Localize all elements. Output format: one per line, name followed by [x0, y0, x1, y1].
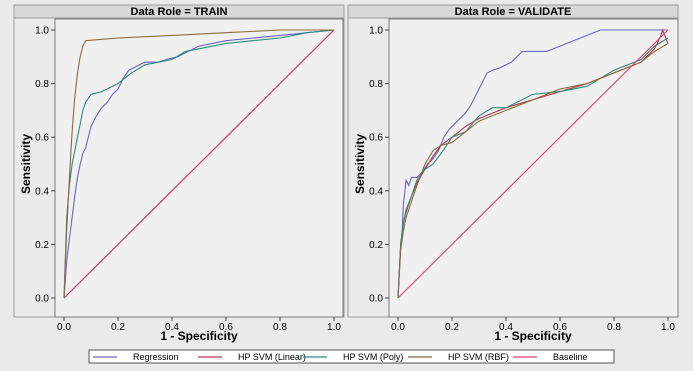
series-line-regression-validate — [397, 29, 668, 299]
y-tick-label-validate: 1.0 — [369, 26, 383, 37]
x-tick-label-train: 0.4 — [165, 322, 179, 333]
legend-box — [88, 349, 615, 364]
series-line-baseline-validate — [397, 29, 669, 299]
y-tick-label-train: 0.8 — [35, 79, 49, 90]
x-tick-label-validate: 0.0 — [391, 322, 405, 333]
panel-validate: Data Role = VALIDATE 0.0 0.2 0.4 0.6 0.8 1.00… — [347, 4, 679, 343]
series-line-hp-svm-rbf-train — [63, 29, 334, 299]
series-line-baseline-train — [63, 29, 335, 299]
y-tick-label-train: 0.0 — [35, 294, 49, 305]
y-tick-label-train: 1.0 — [35, 26, 49, 37]
x-tick-label-validate: 0.6 — [553, 322, 567, 333]
legend-label-regression: Regression — [133, 352, 179, 362]
plot-area-validate: 0.0 0.2 0.4 0.6 0.8 1.0 0.0 0.2 0.4 0.6 0.8 1.0 — [369, 18, 679, 333]
y-axis-title-train: Sensitivity — [19, 134, 33, 194]
x-tick-label-train: 0.0 — [57, 322, 71, 333]
x-tick-label-train: 0.2 — [111, 322, 125, 333]
y-tick-label-validate: 0.2 — [369, 240, 383, 251]
legend-label-hp-svm-linear: HP SVM (Linear) — [238, 352, 306, 362]
x-tick-label-train: 1.0 — [327, 322, 341, 333]
x-tick-label-validate: 1.0 — [661, 322, 675, 333]
x-axis-title-train: 1 - Specificity — [160, 329, 238, 343]
plot-bg-validate — [388, 18, 679, 318]
panel-validate-header — [347, 4, 679, 19]
legend: Regression HP SVM (Linear) HP SVM (Poly) HP… — [88, 349, 615, 364]
legend-label-hp-svm-poly: HP SVM (Poly) — [343, 352, 403, 362]
x-tick-label-train: 0.8 — [273, 322, 287, 333]
panel-train-title: Data Role = TRAIN — [131, 6, 228, 18]
y-axis-title-validate: Sensitivity — [353, 134, 367, 194]
y-tick-label-validate: 0.0 — [369, 294, 383, 305]
y-tick-label-train: 0.4 — [35, 186, 49, 197]
series-line-hp-svm-poly-train — [63, 29, 335, 299]
legend-label-baseline: Baseline — [553, 352, 588, 362]
series-line-hp-svm-rbf-validate — [397, 42, 669, 299]
x-tick-label-train: 0.6 — [219, 322, 233, 333]
legend-label-hp-svm-rbf: HP SVM (RBF) — [448, 352, 509, 362]
x-axis-title-validate: 1 - Specificity — [494, 329, 572, 343]
y-tick-label-validate: 0.6 — [369, 133, 383, 144]
y-tick-label-train: 0.6 — [35, 133, 49, 144]
panel-train: Data Role = TRAIN 0.0 0.2 0.4 0.6 0.8 1.00.00… — [13, 4, 345, 343]
y-tick-label-train: 0.2 — [35, 240, 49, 251]
x-tick-label-validate: 0.8 — [607, 322, 621, 333]
plot-area-train: 0.0 0.2 0.4 0.6 0.8 1.0 0.0 0.2 0.4 0.6 0.8 1.0 — [35, 18, 344, 333]
panel-validate-title: Data Role = VALIDATE — [455, 6, 572, 18]
y-tick-label-validate: 0.8 — [369, 79, 383, 90]
series-line-regression-train — [63, 29, 335, 299]
y-tick-label-validate: 0.4 — [369, 186, 383, 197]
panel-train-header — [13, 4, 345, 19]
x-tick-label-validate: 0.2 — [445, 322, 459, 333]
x-tick-label-validate: 0.4 — [499, 322, 513, 333]
